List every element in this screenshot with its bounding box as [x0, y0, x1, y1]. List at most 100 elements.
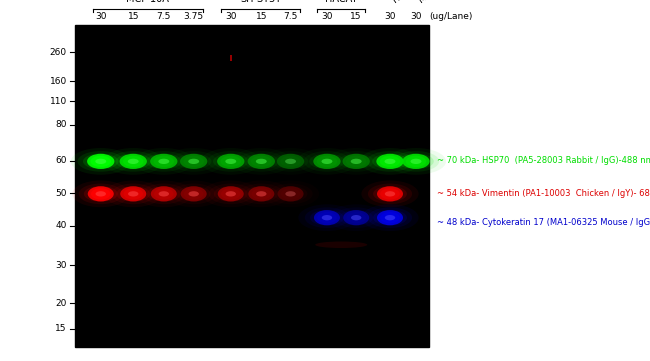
Ellipse shape — [384, 214, 396, 221]
Ellipse shape — [333, 151, 380, 172]
Ellipse shape — [177, 186, 211, 202]
Ellipse shape — [248, 154, 275, 169]
Ellipse shape — [97, 159, 105, 164]
Ellipse shape — [124, 188, 143, 200]
Ellipse shape — [285, 191, 296, 196]
Ellipse shape — [377, 210, 403, 225]
Ellipse shape — [255, 157, 268, 165]
Ellipse shape — [350, 157, 363, 165]
Ellipse shape — [244, 153, 279, 169]
Ellipse shape — [239, 183, 283, 204]
Ellipse shape — [146, 153, 181, 169]
Ellipse shape — [184, 188, 203, 200]
Ellipse shape — [398, 153, 434, 169]
Ellipse shape — [244, 186, 278, 202]
Ellipse shape — [190, 159, 198, 164]
Ellipse shape — [297, 148, 357, 175]
Ellipse shape — [350, 214, 363, 221]
Ellipse shape — [304, 151, 350, 172]
Ellipse shape — [328, 204, 385, 231]
Text: 15: 15 — [55, 324, 67, 333]
Ellipse shape — [346, 212, 366, 223]
Ellipse shape — [380, 188, 400, 200]
Ellipse shape — [386, 216, 394, 220]
Ellipse shape — [227, 192, 235, 196]
Ellipse shape — [218, 186, 244, 201]
Ellipse shape — [298, 204, 356, 231]
Ellipse shape — [406, 156, 426, 167]
Ellipse shape — [252, 188, 271, 200]
Ellipse shape — [385, 159, 395, 164]
Ellipse shape — [368, 183, 412, 204]
Ellipse shape — [183, 156, 204, 167]
Text: 50: 50 — [55, 189, 67, 197]
Ellipse shape — [339, 210, 373, 226]
Ellipse shape — [257, 192, 265, 196]
Text: 3.75: 3.75 — [184, 12, 203, 21]
Ellipse shape — [310, 210, 344, 226]
Text: 30: 30 — [225, 12, 237, 21]
Ellipse shape — [207, 151, 254, 172]
Ellipse shape — [88, 186, 114, 201]
Ellipse shape — [116, 186, 150, 202]
Text: 30: 30 — [410, 12, 422, 21]
Ellipse shape — [110, 151, 157, 172]
Ellipse shape — [383, 157, 396, 165]
Ellipse shape — [187, 157, 200, 165]
Ellipse shape — [386, 159, 394, 164]
Ellipse shape — [320, 157, 334, 165]
Ellipse shape — [187, 190, 200, 198]
Ellipse shape — [393, 151, 439, 172]
Ellipse shape — [322, 215, 332, 220]
Text: 60: 60 — [55, 156, 67, 165]
Ellipse shape — [248, 186, 274, 201]
Ellipse shape — [309, 153, 344, 169]
Text: 80: 80 — [55, 120, 67, 129]
Ellipse shape — [352, 159, 360, 164]
Ellipse shape — [284, 157, 298, 165]
Ellipse shape — [224, 157, 238, 165]
Ellipse shape — [170, 151, 217, 172]
Ellipse shape — [273, 153, 308, 169]
Ellipse shape — [128, 191, 138, 196]
Text: 160: 160 — [49, 77, 67, 86]
Ellipse shape — [411, 159, 421, 164]
Ellipse shape — [352, 216, 360, 220]
Ellipse shape — [322, 159, 332, 164]
Ellipse shape — [129, 192, 137, 196]
Ellipse shape — [380, 212, 400, 223]
Ellipse shape — [116, 153, 151, 169]
Ellipse shape — [160, 192, 168, 196]
Text: 15: 15 — [350, 12, 362, 21]
Ellipse shape — [111, 183, 155, 204]
Text: SH-SY5Y: SH-SY5Y — [240, 0, 281, 4]
Ellipse shape — [72, 180, 129, 207]
Ellipse shape — [142, 183, 186, 204]
Ellipse shape — [368, 207, 412, 228]
Ellipse shape — [315, 242, 367, 248]
Ellipse shape — [213, 153, 248, 169]
Text: 40: 40 — [56, 221, 67, 230]
Text: 30: 30 — [321, 12, 333, 21]
Ellipse shape — [180, 154, 207, 169]
Ellipse shape — [134, 148, 194, 175]
Text: 30: 30 — [95, 12, 107, 21]
Ellipse shape — [151, 186, 177, 201]
Ellipse shape — [343, 210, 369, 225]
Text: ~ 70 kDa- HSP70  (PA5-28003 Rabbit / IgG)-488 nm: ~ 70 kDa- HSP70 (PA5-28003 Rabbit / IgG)… — [437, 156, 650, 165]
Text: MCF7: MCF7 — [416, 0, 444, 4]
Text: 260: 260 — [50, 48, 67, 57]
Ellipse shape — [320, 214, 333, 221]
Ellipse shape — [386, 148, 446, 175]
Ellipse shape — [277, 154, 304, 169]
Ellipse shape — [214, 186, 248, 202]
Ellipse shape — [377, 186, 403, 201]
Ellipse shape — [103, 148, 163, 175]
Ellipse shape — [188, 159, 199, 164]
Ellipse shape — [278, 186, 304, 201]
Ellipse shape — [343, 154, 370, 169]
Ellipse shape — [127, 190, 140, 198]
Ellipse shape — [120, 154, 147, 169]
Ellipse shape — [128, 159, 138, 164]
Ellipse shape — [157, 157, 170, 165]
